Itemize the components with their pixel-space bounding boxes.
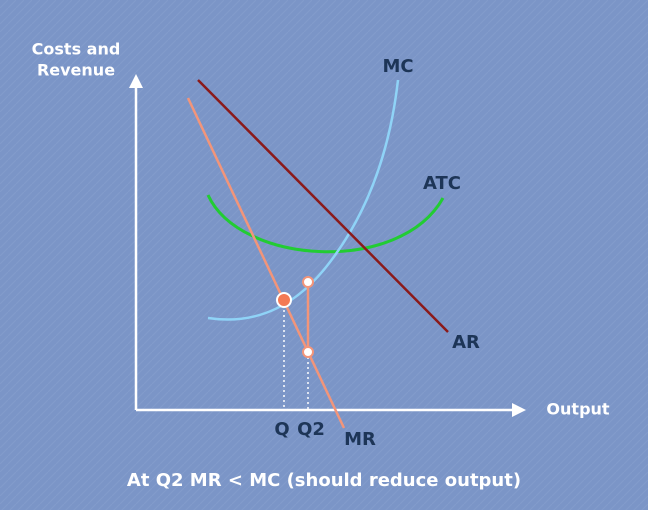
curve-label: ATC	[423, 173, 461, 194]
atc-curve	[206, 194, 445, 254]
mr-line	[186, 97, 346, 429]
x-axis-label: Output	[546, 400, 609, 419]
optimum-point	[276, 292, 292, 308]
mc-curve	[207, 79, 400, 321]
x-axis-arrow	[512, 403, 526, 417]
caption: At Q2 MR < MC (should reduce output)	[127, 470, 521, 491]
mc-point	[302, 276, 314, 288]
y-axis-label: Costs and	[32, 40, 121, 59]
y-axis-label: Revenue	[37, 61, 115, 80]
curve-label: MC	[382, 56, 413, 77]
ar-line	[197, 79, 449, 333]
curve-label: AR	[452, 332, 480, 353]
quantity-label: Q2	[297, 419, 325, 440]
y-axis-arrow	[129, 74, 143, 88]
quantity-label: Q	[274, 419, 289, 440]
curve-label: MR	[344, 429, 376, 450]
mr-point	[302, 346, 314, 358]
